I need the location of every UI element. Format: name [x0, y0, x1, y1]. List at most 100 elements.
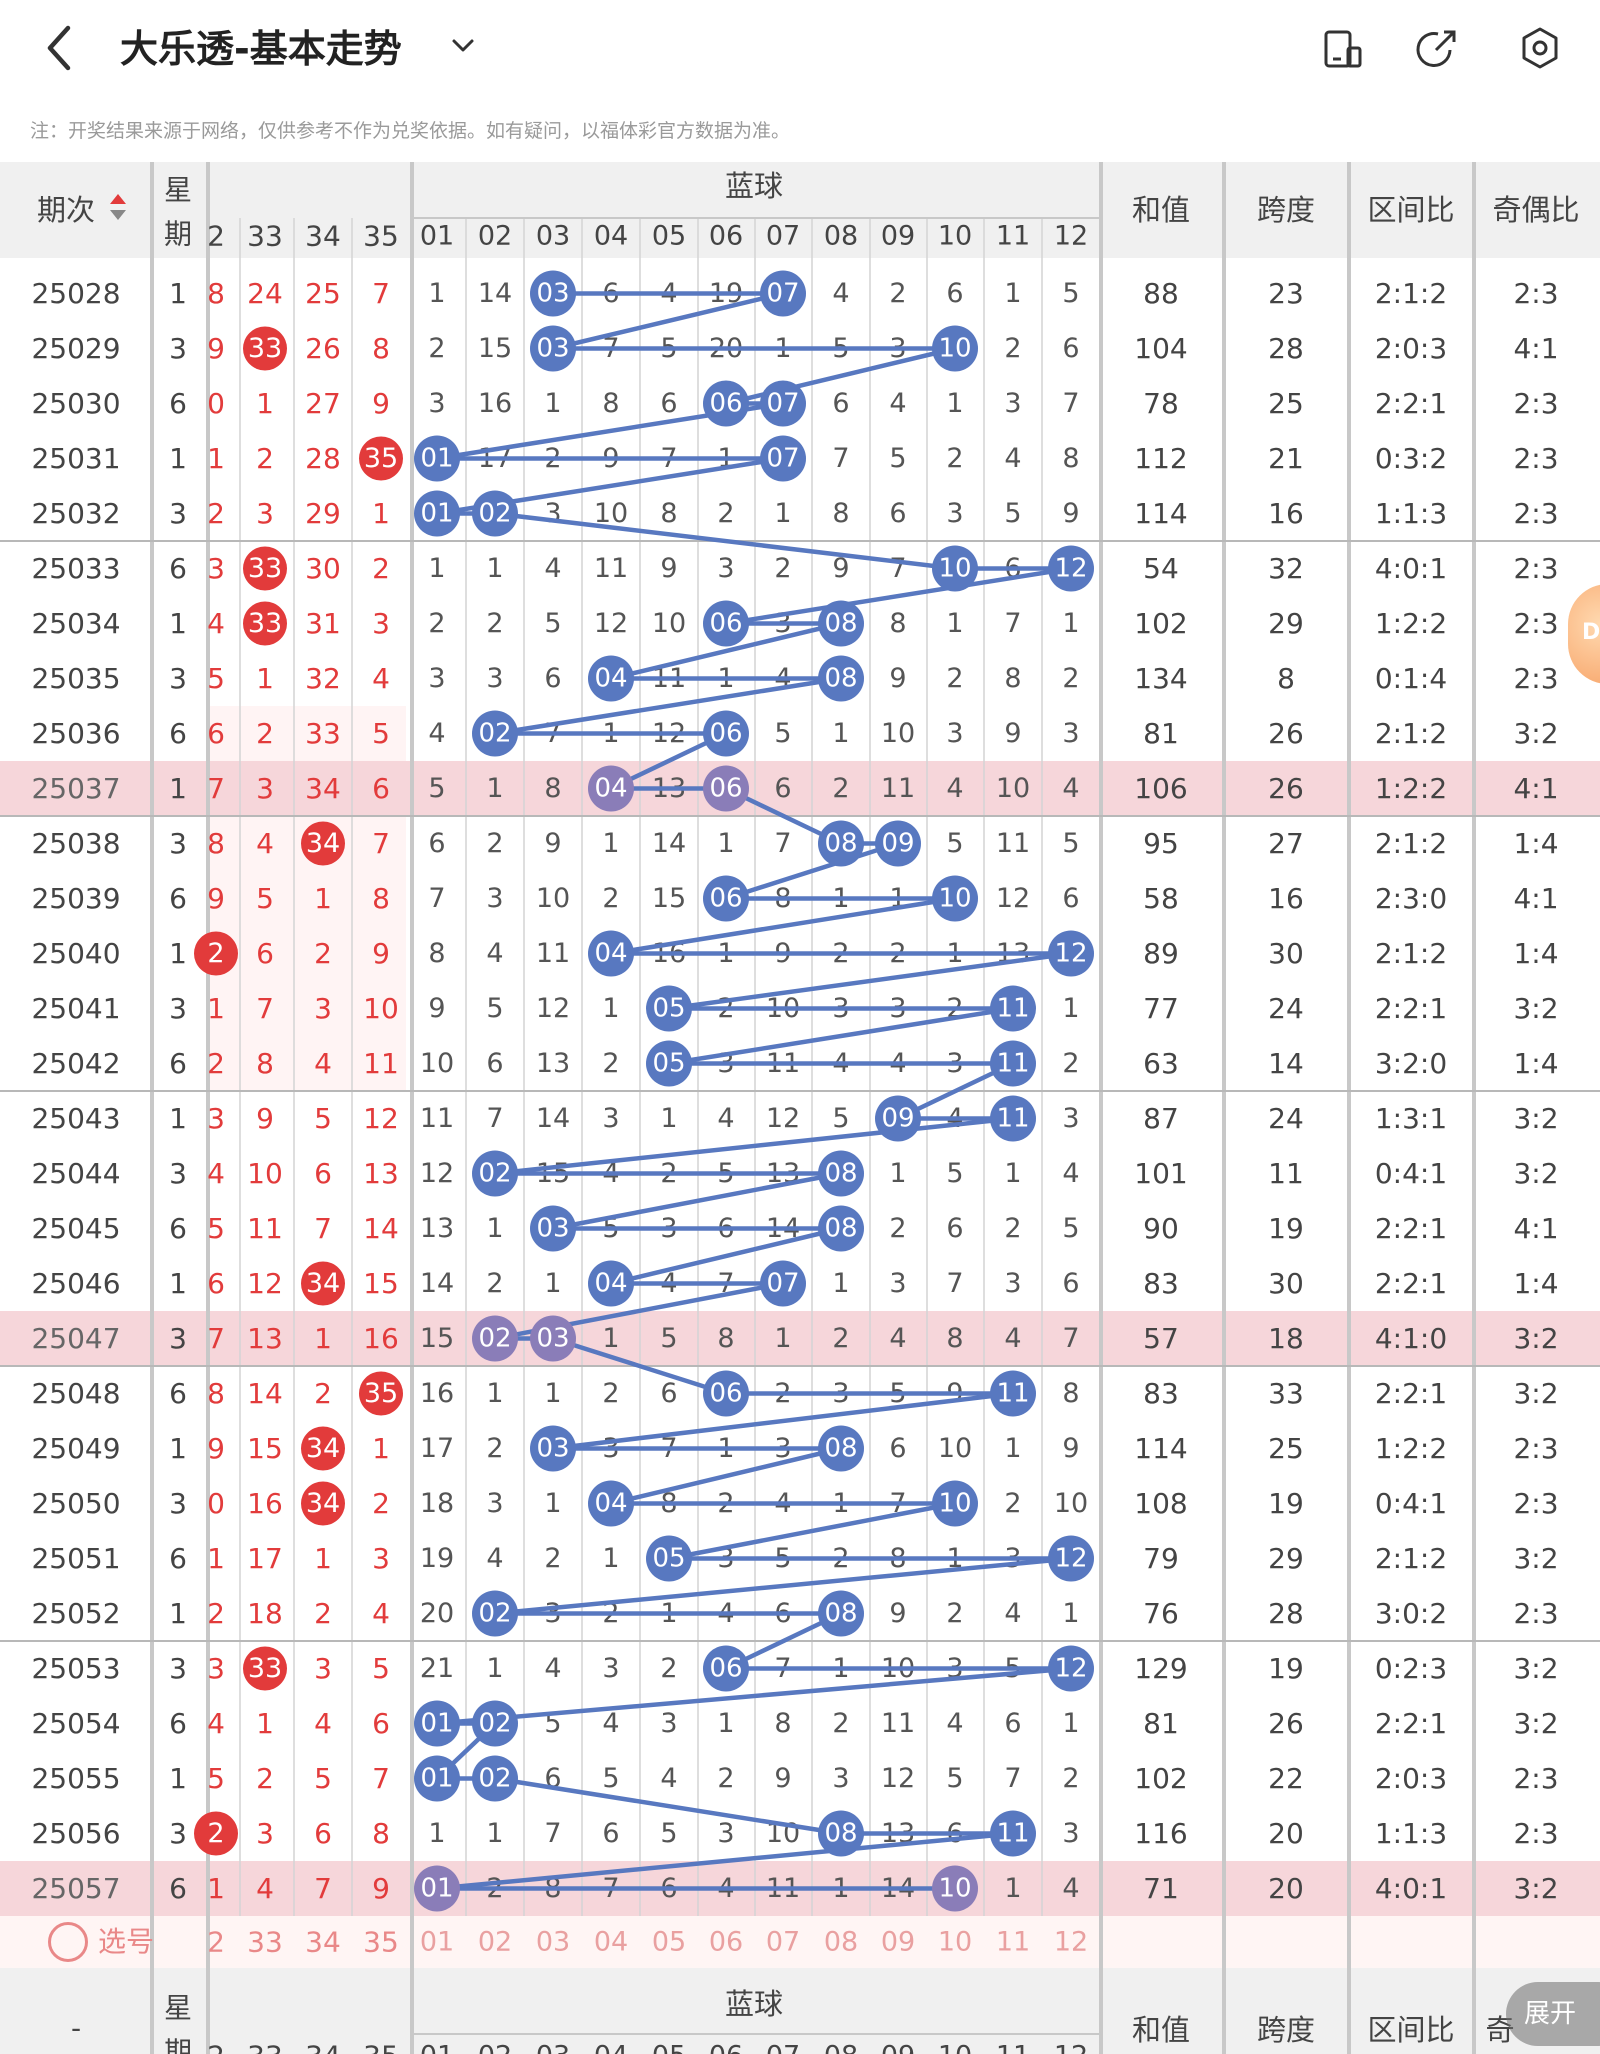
blue-miss-count: 5 — [946, 1763, 963, 1794]
column-header-week: 期 — [164, 218, 192, 251]
span-cell: 20 — [1268, 1817, 1304, 1850]
blue-ball-hit — [760, 270, 806, 317]
front-number: 6 — [314, 1157, 332, 1190]
front-number: 32 — [305, 662, 341, 695]
period-cell: 25052 — [31, 1597, 120, 1630]
front-ball-hit — [301, 1481, 345, 1526]
front-number: 1 — [256, 662, 274, 695]
blue-miss-count: 1 — [1004, 1873, 1021, 1904]
zone-ratio-cell: 2:2:1 — [1375, 992, 1447, 1025]
column-header-odd-even: 奇偶比 — [1492, 193, 1579, 227]
column-divider — [1222, 162, 1226, 2054]
odd-even-cell: 2:3 — [1513, 387, 1558, 420]
table-row-bg — [0, 1091, 1600, 1146]
period-cell: 25054 — [31, 1707, 120, 1740]
footer-week: 星 — [164, 1992, 192, 2025]
pick-label[interactable]: 选号 — [98, 1925, 155, 1958]
sort-up-icon[interactable] — [110, 194, 126, 204]
page-title[interactable]: 大乐透-基本走势 — [120, 27, 402, 71]
odd-even-cell: 2:3 — [1513, 1817, 1558, 1850]
blue-ball-number: 07 — [766, 1269, 799, 1299]
front-number: 9 — [256, 1102, 274, 1135]
odd-even-cell: 3:2 — [1513, 1377, 1558, 1410]
blue-miss-count: 2 — [486, 1433, 503, 1464]
column-header-blue-num: 10 — [938, 221, 972, 252]
blue-ball-number: 12 — [1054, 1654, 1087, 1684]
period-cell: 25031 — [31, 442, 120, 475]
settings-icon[interactable] — [1516, 24, 1564, 72]
blue-miss-count: 9 — [774, 1763, 791, 1794]
pick-blue-number: 10 — [938, 1927, 972, 1958]
trend-line — [725, 841, 899, 901]
blue-ball-hit — [990, 1370, 1036, 1417]
span-cell: 26 — [1268, 1707, 1304, 1740]
chevron-down-icon[interactable] — [448, 30, 478, 60]
front-number: 18 — [247, 1597, 283, 1630]
front-ball-number: 34 — [306, 1488, 340, 1519]
blue-miss-count: 2 — [946, 1598, 963, 1629]
back-icon[interactable] — [40, 22, 80, 74]
blue-miss-count: 4 — [1004, 1323, 1021, 1354]
blue-miss-count: 7 — [946, 1268, 963, 1299]
column-header-blue-num: 05 — [652, 221, 686, 252]
period-cell: 25037 — [31, 772, 120, 805]
weekday-cell: 3 — [169, 827, 187, 860]
front-ball-number: 2 — [207, 1818, 224, 1849]
blue-ball-hit — [818, 1150, 864, 1197]
expand-button[interactable]: 展开 — [1506, 1982, 1600, 2046]
blue-miss-count: 2 — [832, 773, 849, 804]
blue-miss-count: 5 — [544, 608, 561, 639]
blue-miss-count: 10 — [938, 1433, 972, 1464]
footer-front-col: 34 — [305, 2040, 341, 2054]
front-number: 2 — [207, 1597, 225, 1630]
blue-ball-hit — [703, 600, 749, 647]
front-number: 3 — [256, 1817, 274, 1850]
blue-ball-hit — [760, 1260, 806, 1307]
blue-miss-count: 1 — [946, 388, 963, 419]
blue-miss-count: 1 — [1004, 1433, 1021, 1464]
blue-miss-count: 2 — [832, 1708, 849, 1739]
blue-miss-count: 5 — [1062, 1213, 1079, 1244]
zone-ratio-cell: 2:2:1 — [1375, 1707, 1447, 1740]
blue-miss-count: 2 — [832, 1323, 849, 1354]
blue-ball-hit — [530, 1205, 576, 1252]
blue-miss-count: 5 — [1062, 278, 1079, 309]
blue-miss-count: 1 — [486, 773, 503, 804]
blue-ball-number: 08 — [824, 829, 857, 859]
blue-ball-hit — [1048, 1535, 1094, 1582]
top-bar: 大乐透-基本走势 — [0, 0, 1600, 100]
blue-ball-hit — [414, 1755, 460, 1802]
blue-ball-number: 11 — [996, 1049, 1029, 1079]
blue-miss-count: 11 — [996, 828, 1030, 859]
blue-miss-count: 8 — [544, 773, 561, 804]
weekday-cell: 6 — [169, 1047, 187, 1080]
blue-miss-count: 4 — [602, 1708, 619, 1739]
column-header-blue-num: 11 — [996, 221, 1030, 252]
pick-radio[interactable] — [48, 1922, 88, 1962]
device-icon[interactable] — [1318, 24, 1366, 72]
blue-miss-count: 3 — [1062, 1818, 1079, 1849]
blue-miss-count: 6 — [1062, 883, 1079, 914]
share-icon[interactable] — [1414, 24, 1462, 72]
blue-ball-number: 11 — [996, 994, 1029, 1024]
footer-blue-col: 01 — [420, 2041, 454, 2054]
blue-ball-number: 03 — [536, 1214, 569, 1244]
footer-blue-col: 12 — [1054, 2041, 1088, 2054]
blue-miss-count: 4 — [889, 1323, 906, 1354]
blue-miss-count: 8 — [832, 498, 849, 529]
front-number: 3 — [256, 497, 274, 530]
pick-blue-number: 01 — [420, 1927, 454, 1958]
sort-down-icon[interactable] — [110, 210, 126, 220]
blue-miss-count: 6 — [889, 1433, 906, 1464]
blue-miss-count: 13 — [420, 1213, 454, 1244]
blue-ball-number: 10 — [938, 884, 971, 914]
zone-ratio-cell: 2:2:1 — [1375, 387, 1447, 420]
front-number: 15 — [247, 1432, 283, 1465]
blue-miss-count: 7 — [544, 1818, 561, 1849]
blue-miss-count: 10 — [1054, 1488, 1088, 1519]
sum-cell: 95 — [1143, 827, 1179, 860]
blue-ball-number: 08 — [824, 1599, 857, 1629]
blue-ball-number: 03 — [536, 1434, 569, 1464]
blue-ball-number: 02 — [478, 1599, 511, 1629]
blue-ball-number: 01 — [420, 1874, 453, 1904]
